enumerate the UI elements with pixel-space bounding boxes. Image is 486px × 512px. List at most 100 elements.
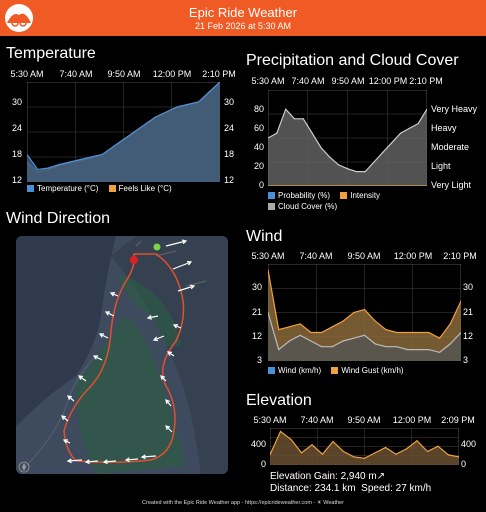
- data-point: [417, 123, 419, 125]
- legend-intensity: Intensity: [340, 191, 380, 200]
- data-point: [279, 430, 282, 432]
- wind-arrow-icon: [165, 239, 188, 247]
- data-point: [364, 185, 366, 186]
- series-area: [268, 312, 461, 361]
- temperature-chart: [27, 82, 220, 182]
- data-point: [58, 163, 60, 166]
- intensity-tick: Heavy: [431, 123, 457, 133]
- data-point: [311, 185, 313, 186]
- data-point: [300, 452, 303, 454]
- data-point: [219, 82, 220, 83]
- data-point: [69, 161, 71, 163]
- data-point: [460, 331, 461, 334]
- time-tick: 2:09 PM: [441, 415, 475, 425]
- series-area: [268, 109, 427, 186]
- data-point: [417, 348, 419, 351]
- time-tick: 5:30 AM: [251, 76, 285, 86]
- wind-arrow-icon: [66, 458, 83, 464]
- data-point: [311, 444, 313, 446]
- data-point: [408, 127, 410, 129]
- data-point: [197, 101, 200, 103]
- time-tick: 9:50 AM: [347, 415, 381, 425]
- data-point: [101, 153, 103, 156]
- legend-wind: Wind (km/h): [268, 366, 321, 375]
- data-point: [133, 131, 135, 133]
- data-point: [373, 185, 375, 186]
- wind-arrow-icon: [160, 375, 167, 382]
- precipitation-title: Precipitation and Cloud Cover: [246, 52, 459, 69]
- data-point: [460, 300, 461, 302]
- time-tick: 9:50 AM: [107, 69, 141, 79]
- cyclist-logo-icon: [5, 4, 33, 32]
- intensity-tick: Light: [431, 161, 451, 171]
- data-point: [285, 185, 287, 186]
- data-point: [346, 168, 349, 170]
- data-point: [391, 142, 393, 144]
- data-point: [355, 185, 357, 186]
- data-point: [355, 171, 357, 173]
- time-tick: 12:00 PM: [393, 251, 433, 261]
- data-point: [363, 334, 366, 336]
- time-tick: 7:40 AM: [299, 251, 333, 261]
- time-tick: 7:40 AM: [291, 76, 325, 86]
- data-point: [416, 440, 418, 442]
- route-map[interactable]: [16, 236, 228, 474]
- elevation-gain: Elevation Gain: 2,940 m↗: [270, 471, 386, 482]
- data-point: [391, 185, 393, 186]
- data-point: [299, 323, 301, 325]
- data-point: [310, 331, 312, 334]
- ride-date: 21 Feb 2026 at 5:30 AM: [194, 21, 292, 31]
- y-tick: 0: [260, 459, 266, 469]
- wind-arrow-icon: [152, 335, 165, 342]
- time-tick: 5:30 AM: [253, 415, 287, 425]
- route-start-marker: [153, 243, 161, 251]
- time-tick: 9:50 AM: [347, 251, 381, 261]
- data-point: [449, 323, 451, 325]
- app-title: Epic Ride Weather: [188, 5, 298, 20]
- data-point: [268, 185, 269, 186]
- data-point: [302, 118, 304, 120]
- data-point: [122, 138, 125, 141]
- data-point: [321, 346, 323, 348]
- time-tick: 2:10 PM: [443, 251, 477, 261]
- legend-cloud-cover: Cloud Cover (%): [268, 202, 337, 211]
- time-tick: 7:40 AM: [300, 415, 334, 425]
- legend-temperature: Temperature (°C): [27, 184, 98, 193]
- data-point: [342, 320, 344, 322]
- y-tick: 21: [463, 307, 474, 317]
- wind-direction-title: Wind Direction: [6, 210, 111, 227]
- data-point: [37, 168, 39, 171]
- data-point: [385, 329, 387, 331]
- data-point: [364, 171, 366, 173]
- wind-arrow-icon: [104, 311, 115, 317]
- data-point: [165, 111, 167, 113]
- data-point: [302, 185, 304, 186]
- y-tick: 18: [224, 149, 235, 159]
- series-area: [270, 431, 459, 465]
- data-point: [417, 331, 419, 334]
- data-point: [27, 153, 28, 156]
- data-point: [176, 106, 178, 108]
- time-tick: 12:00 PM: [368, 76, 408, 86]
- wind-arrow-icon: [109, 292, 119, 297]
- series-area: [27, 82, 220, 182]
- data-point: [80, 158, 82, 161]
- data-point: [417, 185, 419, 186]
- y-tick: 30: [251, 282, 262, 292]
- intensity-tick: Very Heavy: [431, 104, 478, 114]
- precip-legend-2: Cloud Cover (%): [268, 202, 345, 211]
- data-point: [374, 343, 376, 345]
- data-point: [288, 340, 291, 342]
- route-map-canvas[interactable]: [16, 236, 228, 474]
- data-point: [310, 340, 312, 342]
- elevation-title: Elevation: [246, 392, 312, 409]
- y-tick: 20: [253, 161, 264, 171]
- data-point: [299, 334, 301, 336]
- data-point: [268, 269, 269, 271]
- data-point: [353, 456, 355, 458]
- data-point: [342, 340, 344, 342]
- time-tick: 2:10 PM: [202, 69, 236, 79]
- data-point: [112, 146, 114, 148]
- y-tick: 18: [11, 149, 22, 159]
- data-point: [458, 456, 459, 458]
